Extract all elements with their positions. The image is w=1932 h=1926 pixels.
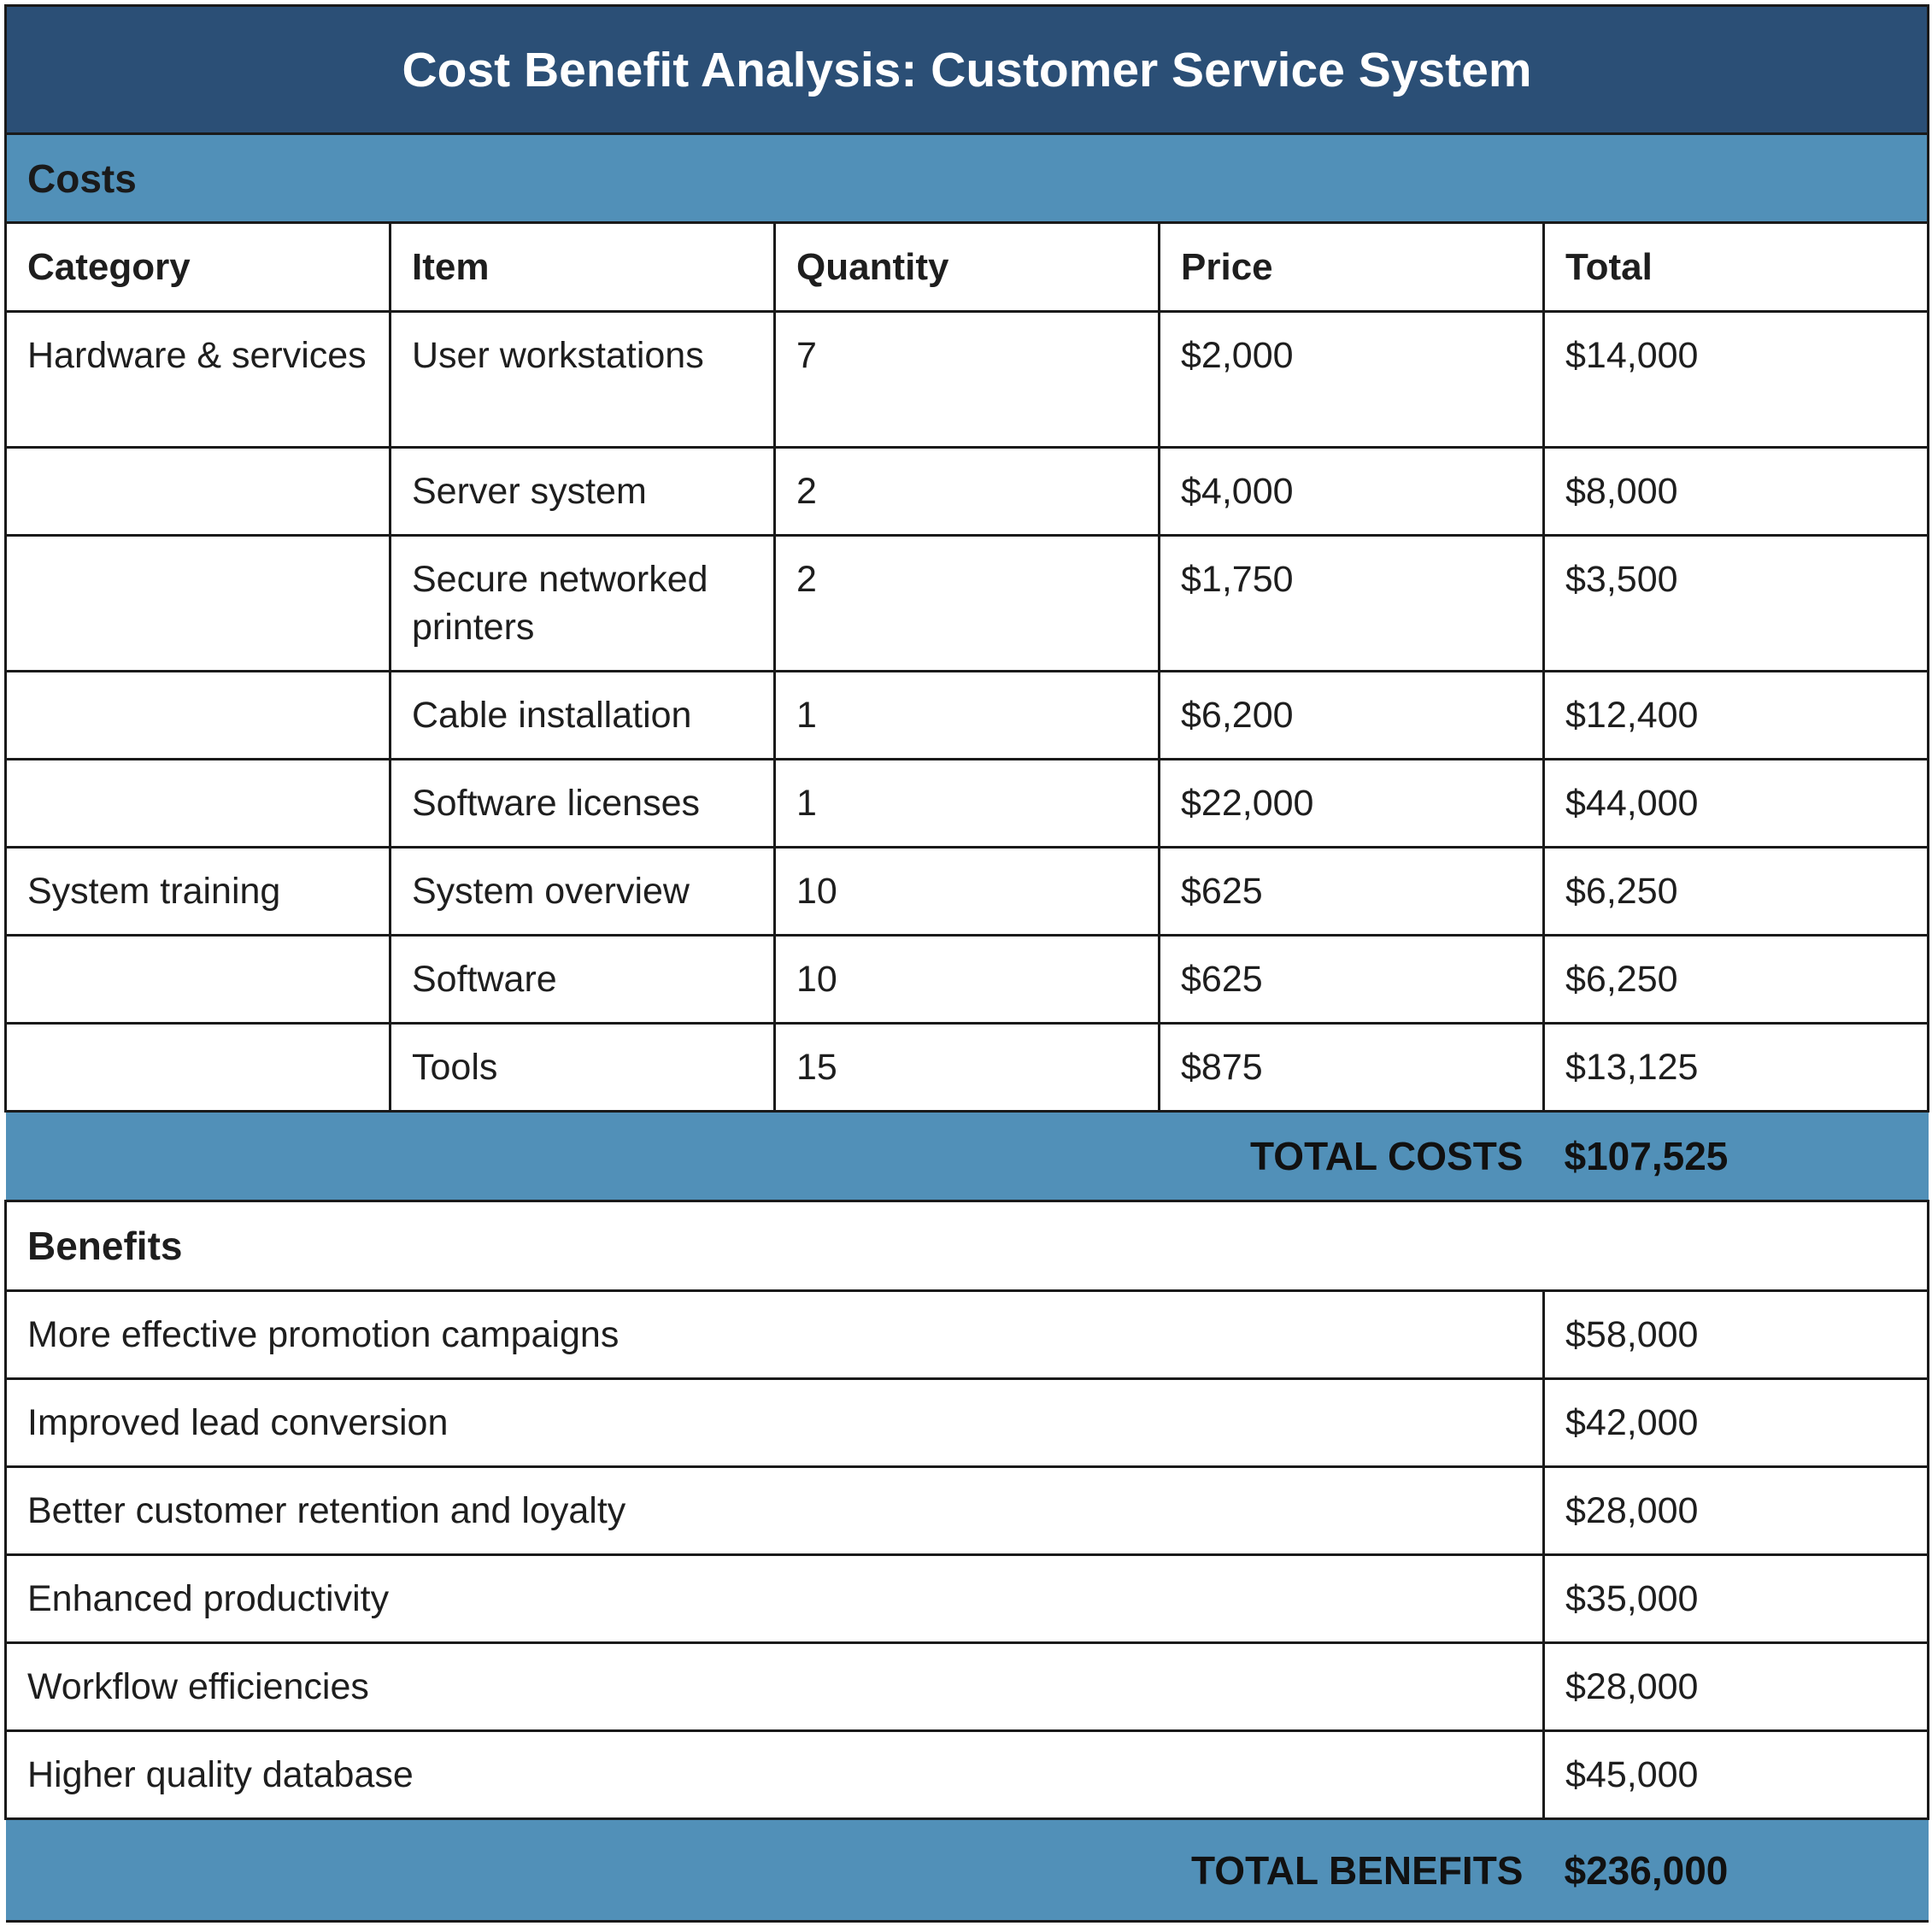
- cost-category: Hardware & services: [4, 310, 391, 449]
- cost-quantity: 10: [773, 846, 1160, 937]
- benefit-name: More effective promotion campaigns: [4, 1289, 1545, 1380]
- column-header: Category: [4, 221, 391, 313]
- cost-item: User workstations: [389, 310, 776, 449]
- total-benefits-row: TOTAL BENEFITS $236,000: [5, 1817, 1929, 1923]
- benefit-row: More effective promotion campaigns $58,00…: [4, 1289, 1930, 1380]
- total-label: TOTAL BENEFITS: [5, 1817, 1544, 1923]
- cost-total: $13,125: [1541, 1022, 1930, 1113]
- benefit-value: $28,000: [1541, 1641, 1930, 1732]
- benefit-value: $35,000: [1541, 1553, 1930, 1644]
- cost-item: Secure networked printers: [389, 534, 776, 672]
- cost-total: $6,250: [1541, 934, 1930, 1025]
- total-label: TOTAL COSTS: [5, 1110, 1544, 1202]
- cost-row: Hardware & services User workstations 7 $2,…: [4, 310, 1930, 449]
- cost-row: Software licenses 1 $22,000 $44,000: [4, 758, 1930, 848]
- section-label: Costs: [3, 132, 1930, 224]
- cost-category: [4, 446, 391, 537]
- benefit-value: $42,000: [1541, 1377, 1930, 1468]
- cost-price: $625: [1158, 934, 1545, 1025]
- cost-quantity: 1: [773, 758, 1160, 848]
- cost-price: $6,200: [1158, 670, 1545, 760]
- cost-quantity: 15: [773, 1022, 1160, 1113]
- cost-quantity: 1: [773, 670, 1160, 760]
- cost-row: Server system 2 $4,000 $8,000: [4, 446, 1930, 537]
- sheet: Cost Benefit Analysis: Customer Service …: [3, 4, 1930, 1923]
- cost-total: $14,000: [1541, 310, 1930, 449]
- benefit-name: Improved lead conversion: [4, 1377, 1545, 1468]
- cost-item: Software: [389, 934, 776, 1025]
- benefit-value: $28,000: [1541, 1465, 1930, 1556]
- cost-category: [4, 534, 391, 672]
- cost-price: $1,750: [1158, 534, 1545, 672]
- benefit-row: Workflow efficiencies $28,000: [4, 1641, 1930, 1732]
- benefit-row: Improved lead conversion $42,000: [4, 1377, 1930, 1468]
- benefit-row: Higher quality database $45,000: [4, 1729, 1930, 1820]
- benefits-section-row: Benefits: [3, 1200, 1930, 1292]
- total-value: $107,525: [1543, 1110, 1929, 1202]
- benefit-name: Enhanced productivity: [4, 1553, 1545, 1644]
- cost-item: Cable installation: [389, 670, 776, 760]
- cost-total: $6,250: [1541, 846, 1930, 937]
- benefit-row: Enhanced productivity $35,000: [4, 1553, 1930, 1644]
- cost-category: [4, 758, 391, 848]
- cost-price: $625: [1158, 846, 1545, 937]
- cost-row: Secure networked printers 2 $1,750 $3,500: [4, 534, 1930, 672]
- column-header: Quantity: [773, 221, 1160, 313]
- benefit-name: Higher quality database: [4, 1729, 1545, 1820]
- header-row: Category Item Quantity Price Total: [4, 221, 1930, 313]
- cost-total: $44,000: [1541, 758, 1930, 848]
- cost-quantity: 2: [773, 534, 1160, 672]
- cost-quantity: 10: [773, 934, 1160, 1025]
- benefit-row: Better customer retention and loyalty $28…: [4, 1465, 1930, 1556]
- cost-row: Software 10 $625 $6,250: [4, 934, 1930, 1025]
- title-row: Cost Benefit Analysis: Customer Service …: [3, 4, 1930, 135]
- cost-category: [4, 670, 391, 760]
- cost-item: Tools: [389, 1022, 776, 1113]
- cost-row: Tools 15 $875 $13,125: [4, 1022, 1930, 1113]
- cost-item: Software licenses: [389, 758, 776, 848]
- table-body: Cost Benefit Analysis: Customer Service …: [3, 4, 1930, 1923]
- benefit-name: Workflow efficiencies: [4, 1641, 1545, 1732]
- column-header: Item: [389, 221, 776, 313]
- cost-price: $875: [1158, 1022, 1545, 1113]
- total-costs-row: TOTAL COSTS $107,525: [5, 1110, 1929, 1202]
- cost-item: System overview: [389, 846, 776, 937]
- cost-quantity: 2: [773, 446, 1160, 537]
- title: Cost Benefit Analysis: Customer Service …: [3, 4, 1930, 135]
- cost-price: $4,000: [1158, 446, 1545, 537]
- cost-category: System training: [4, 846, 391, 937]
- costs-section-row: Costs: [3, 132, 1930, 224]
- cost-price: $22,000: [1158, 758, 1545, 848]
- cost-category: [4, 934, 391, 1025]
- cost-category: [4, 1022, 391, 1113]
- cost-item: Server system: [389, 446, 776, 537]
- cost-total: $8,000: [1541, 446, 1930, 537]
- benefit-name: Better customer retention and loyalty: [4, 1465, 1545, 1556]
- cost-row: System training System overview 10 $625 $6,2…: [4, 846, 1930, 937]
- cost-quantity: 7: [773, 310, 1160, 449]
- column-header: Total: [1541, 221, 1930, 313]
- total-value: $236,000: [1543, 1817, 1929, 1923]
- section-label: Benefits: [3, 1200, 1930, 1292]
- cost-price: $2,000: [1158, 310, 1545, 449]
- cost-row: Cable installation 1 $6,200 $12,400: [4, 670, 1930, 760]
- cost-benefit-table: Cost Benefit Analysis: Customer Service …: [3, 4, 1930, 1923]
- benefit-value: $58,000: [1541, 1289, 1930, 1380]
- cost-total: $3,500: [1541, 534, 1930, 672]
- column-header: Price: [1158, 221, 1545, 313]
- benefit-value: $45,000: [1541, 1729, 1930, 1820]
- cost-total: $12,400: [1541, 670, 1930, 760]
